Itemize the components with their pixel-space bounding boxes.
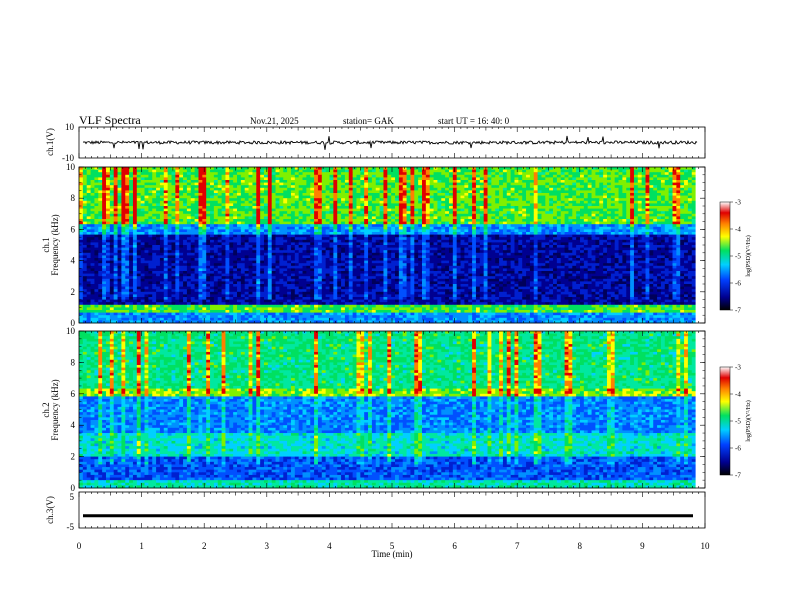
ch1-waveform-line — [82, 135, 698, 150]
ch3-ytick-bottom: -5 — [67, 522, 75, 532]
colorbar-tick-label: -5 — [735, 253, 741, 261]
y-tick-label: 8 — [71, 357, 76, 367]
ch1-colorbar-label: log(PSD)(V²/Hz) — [745, 235, 752, 276]
y-tick-label: 0 — [71, 318, 76, 328]
ch1-spectrogram-ylabel-channel: ch.1 — [41, 237, 51, 252]
ch1-waveform-panel: 10 -10 ch.1(V) — [45, 122, 706, 163]
x-tick-label: 4 — [327, 541, 332, 551]
station-label: station= GAK — [343, 116, 394, 126]
colorbar-tick-label: -3 — [735, 199, 741, 207]
colorbar-tick-label: -5 — [735, 418, 741, 426]
y-tick-label: 2 — [71, 287, 76, 297]
ch1-ytick-bottom: -10 — [62, 153, 74, 163]
ch3-waveform-panel: 5 -5 ch.3(V) — [45, 491, 706, 532]
colorbar-tick-label: -4 — [735, 226, 741, 234]
y-tick-label: 6 — [71, 224, 76, 234]
x-tick-label: 10 — [701, 541, 711, 551]
colorbar-tick-label: -6 — [735, 445, 741, 453]
ch1-ytick-top: 10 — [65, 122, 75, 132]
ch2-spectrogram-ylabel: Frequency (kHz) — [50, 379, 60, 440]
x-axis-label: Time (min) — [372, 549, 413, 559]
ch3-ytick-top: 5 — [70, 492, 75, 502]
y-tick-label: 8 — [71, 193, 76, 203]
colorbar-tick-label: -6 — [735, 280, 741, 288]
x-tick-label: 3 — [265, 541, 270, 551]
y-tick-label: 2 — [71, 452, 76, 462]
colorbar-tick-label: -7 — [735, 307, 741, 315]
x-axis: 0 1 2 3 4 5 6 7 8 9 10 — [77, 541, 710, 551]
ch2-colorbar-label: log(PSD)(V²/Hz) — [745, 400, 752, 441]
date-label: Nov.21, 2025 — [250, 116, 299, 126]
x-tick-label: 8 — [578, 541, 583, 551]
y-tick-label: 6 — [71, 389, 76, 399]
figure-title: VLF Spectra — [79, 113, 141, 127]
x-tick-label: 0 — [77, 541, 82, 551]
ch2-colorbar — [719, 366, 731, 476]
x-tick-label: 1 — [139, 541, 144, 551]
x-tick-label: 7 — [515, 541, 520, 551]
ch2-spectrogram-image — [79, 331, 705, 489]
ch1-colorbar — [719, 201, 731, 311]
ch3-ylabel: ch.3(V) — [45, 496, 55, 524]
x-tick-label: 2 — [202, 541, 207, 551]
x-tick-label: 6 — [452, 541, 457, 551]
y-tick-label: 0 — [71, 483, 76, 493]
y-tick-label: 10 — [66, 162, 76, 172]
colorbar-tick-label: -7 — [735, 472, 741, 480]
colorbar-tick-label: -3 — [735, 364, 741, 372]
y-tick-label: 4 — [71, 256, 76, 266]
colorbar-tick-label: -4 — [735, 391, 741, 399]
x-tick-label: 5 — [390, 541, 395, 551]
ch2-spectrogram-ylabel-channel: ch.2 — [41, 402, 51, 417]
start-time-label: start UT = 16: 40: 0 — [438, 116, 510, 126]
ch1-ylabel: ch.1(V) — [45, 128, 55, 156]
y-tick-label: 10 — [66, 326, 76, 336]
y-tick-label: 4 — [71, 420, 76, 430]
ch1-spectrogram-image — [79, 167, 705, 324]
x-tick-label: 9 — [640, 541, 645, 551]
ch1-spectrogram-ylabel: Frequency (kHz) — [50, 214, 60, 275]
